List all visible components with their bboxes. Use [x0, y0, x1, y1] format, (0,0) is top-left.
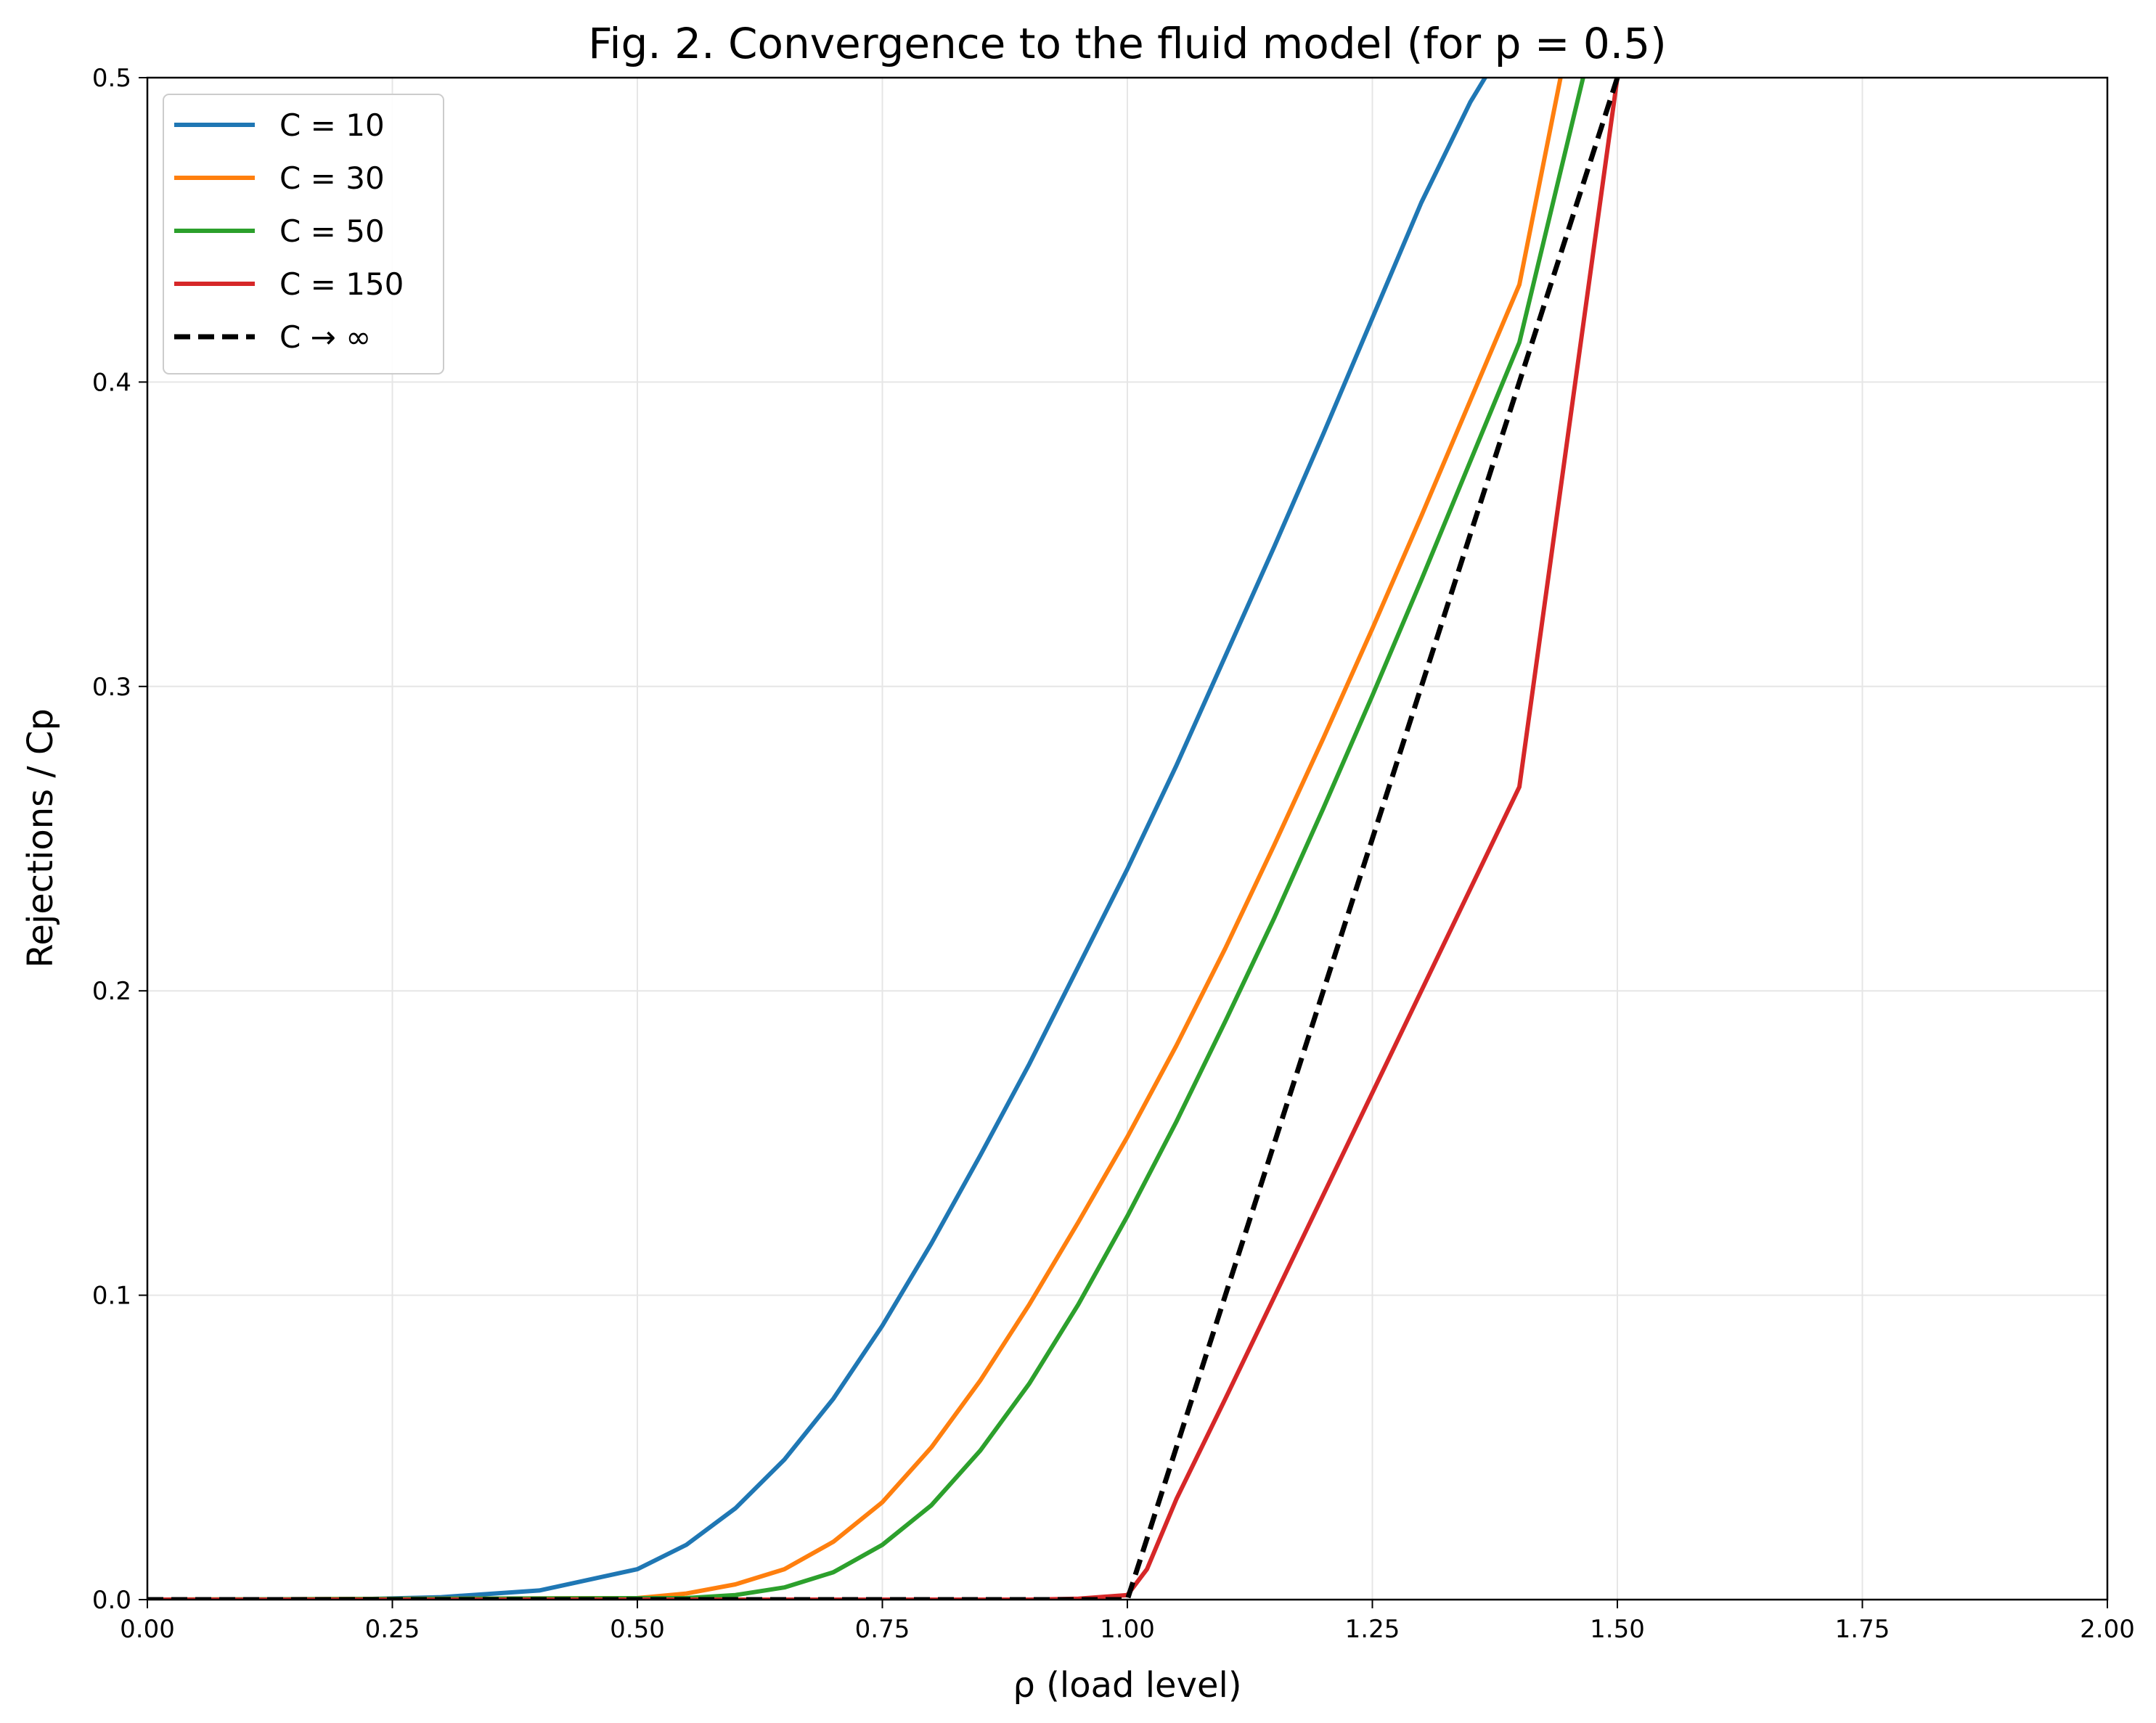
legend-label: C = 50: [279, 213, 385, 249]
legend: C = 10 C = 30 C = 50 C = 150 C → ∞: [163, 94, 444, 375]
series-line-2: [147, 78, 1585, 1600]
series-line-4: [147, 78, 1620, 1600]
x-tick-label: 1.50: [1590, 1615, 1645, 1644]
x-tick-label: 1.75: [1835, 1615, 1890, 1644]
legend-box: [163, 94, 444, 375]
series-line-0: [147, 78, 1487, 1600]
y-tick-label: 0.1: [92, 1282, 131, 1311]
legend-label: C = 150: [279, 266, 404, 302]
y-tick-label: 0.3: [92, 673, 131, 702]
x-tick-label: 2.00: [2080, 1615, 2135, 1644]
series-line-1: [147, 78, 1563, 1600]
x-axis-label: ρ (load level): [1013, 1665, 1241, 1706]
y-tick-label: 0.2: [92, 977, 131, 1006]
legend-label: C → ∞: [279, 319, 371, 355]
x-tick-label: 0.00: [120, 1615, 175, 1644]
x-tick-label: 0.50: [610, 1615, 665, 1644]
legend-label: C = 30: [279, 160, 385, 196]
y-tick-label: 0.0: [92, 1586, 131, 1615]
x-tick-label: 0.75: [855, 1615, 910, 1644]
x-tick-label: 1.25: [1345, 1615, 1400, 1644]
y-axis-ticks: 0.0 0.1 0.2 0.3 0.4 0.5: [92, 64, 147, 1615]
chart-title: Fig. 2. Convergence to the fluid model (…: [588, 19, 1667, 68]
y-tick-label: 0.5: [92, 64, 131, 93]
x-tick-label: 0.25: [365, 1615, 420, 1644]
y-axis-label: Rejections / Cp: [20, 708, 61, 968]
legend-label: C = 10: [279, 107, 385, 143]
x-axis-ticks: 0.00 0.25 0.50 0.75 1.00 1.25 1.50 1.75 2.00: [120, 1600, 2135, 1644]
y-tick-label: 0.4: [92, 368, 131, 397]
x-tick-label: 1.00: [1100, 1615, 1155, 1644]
